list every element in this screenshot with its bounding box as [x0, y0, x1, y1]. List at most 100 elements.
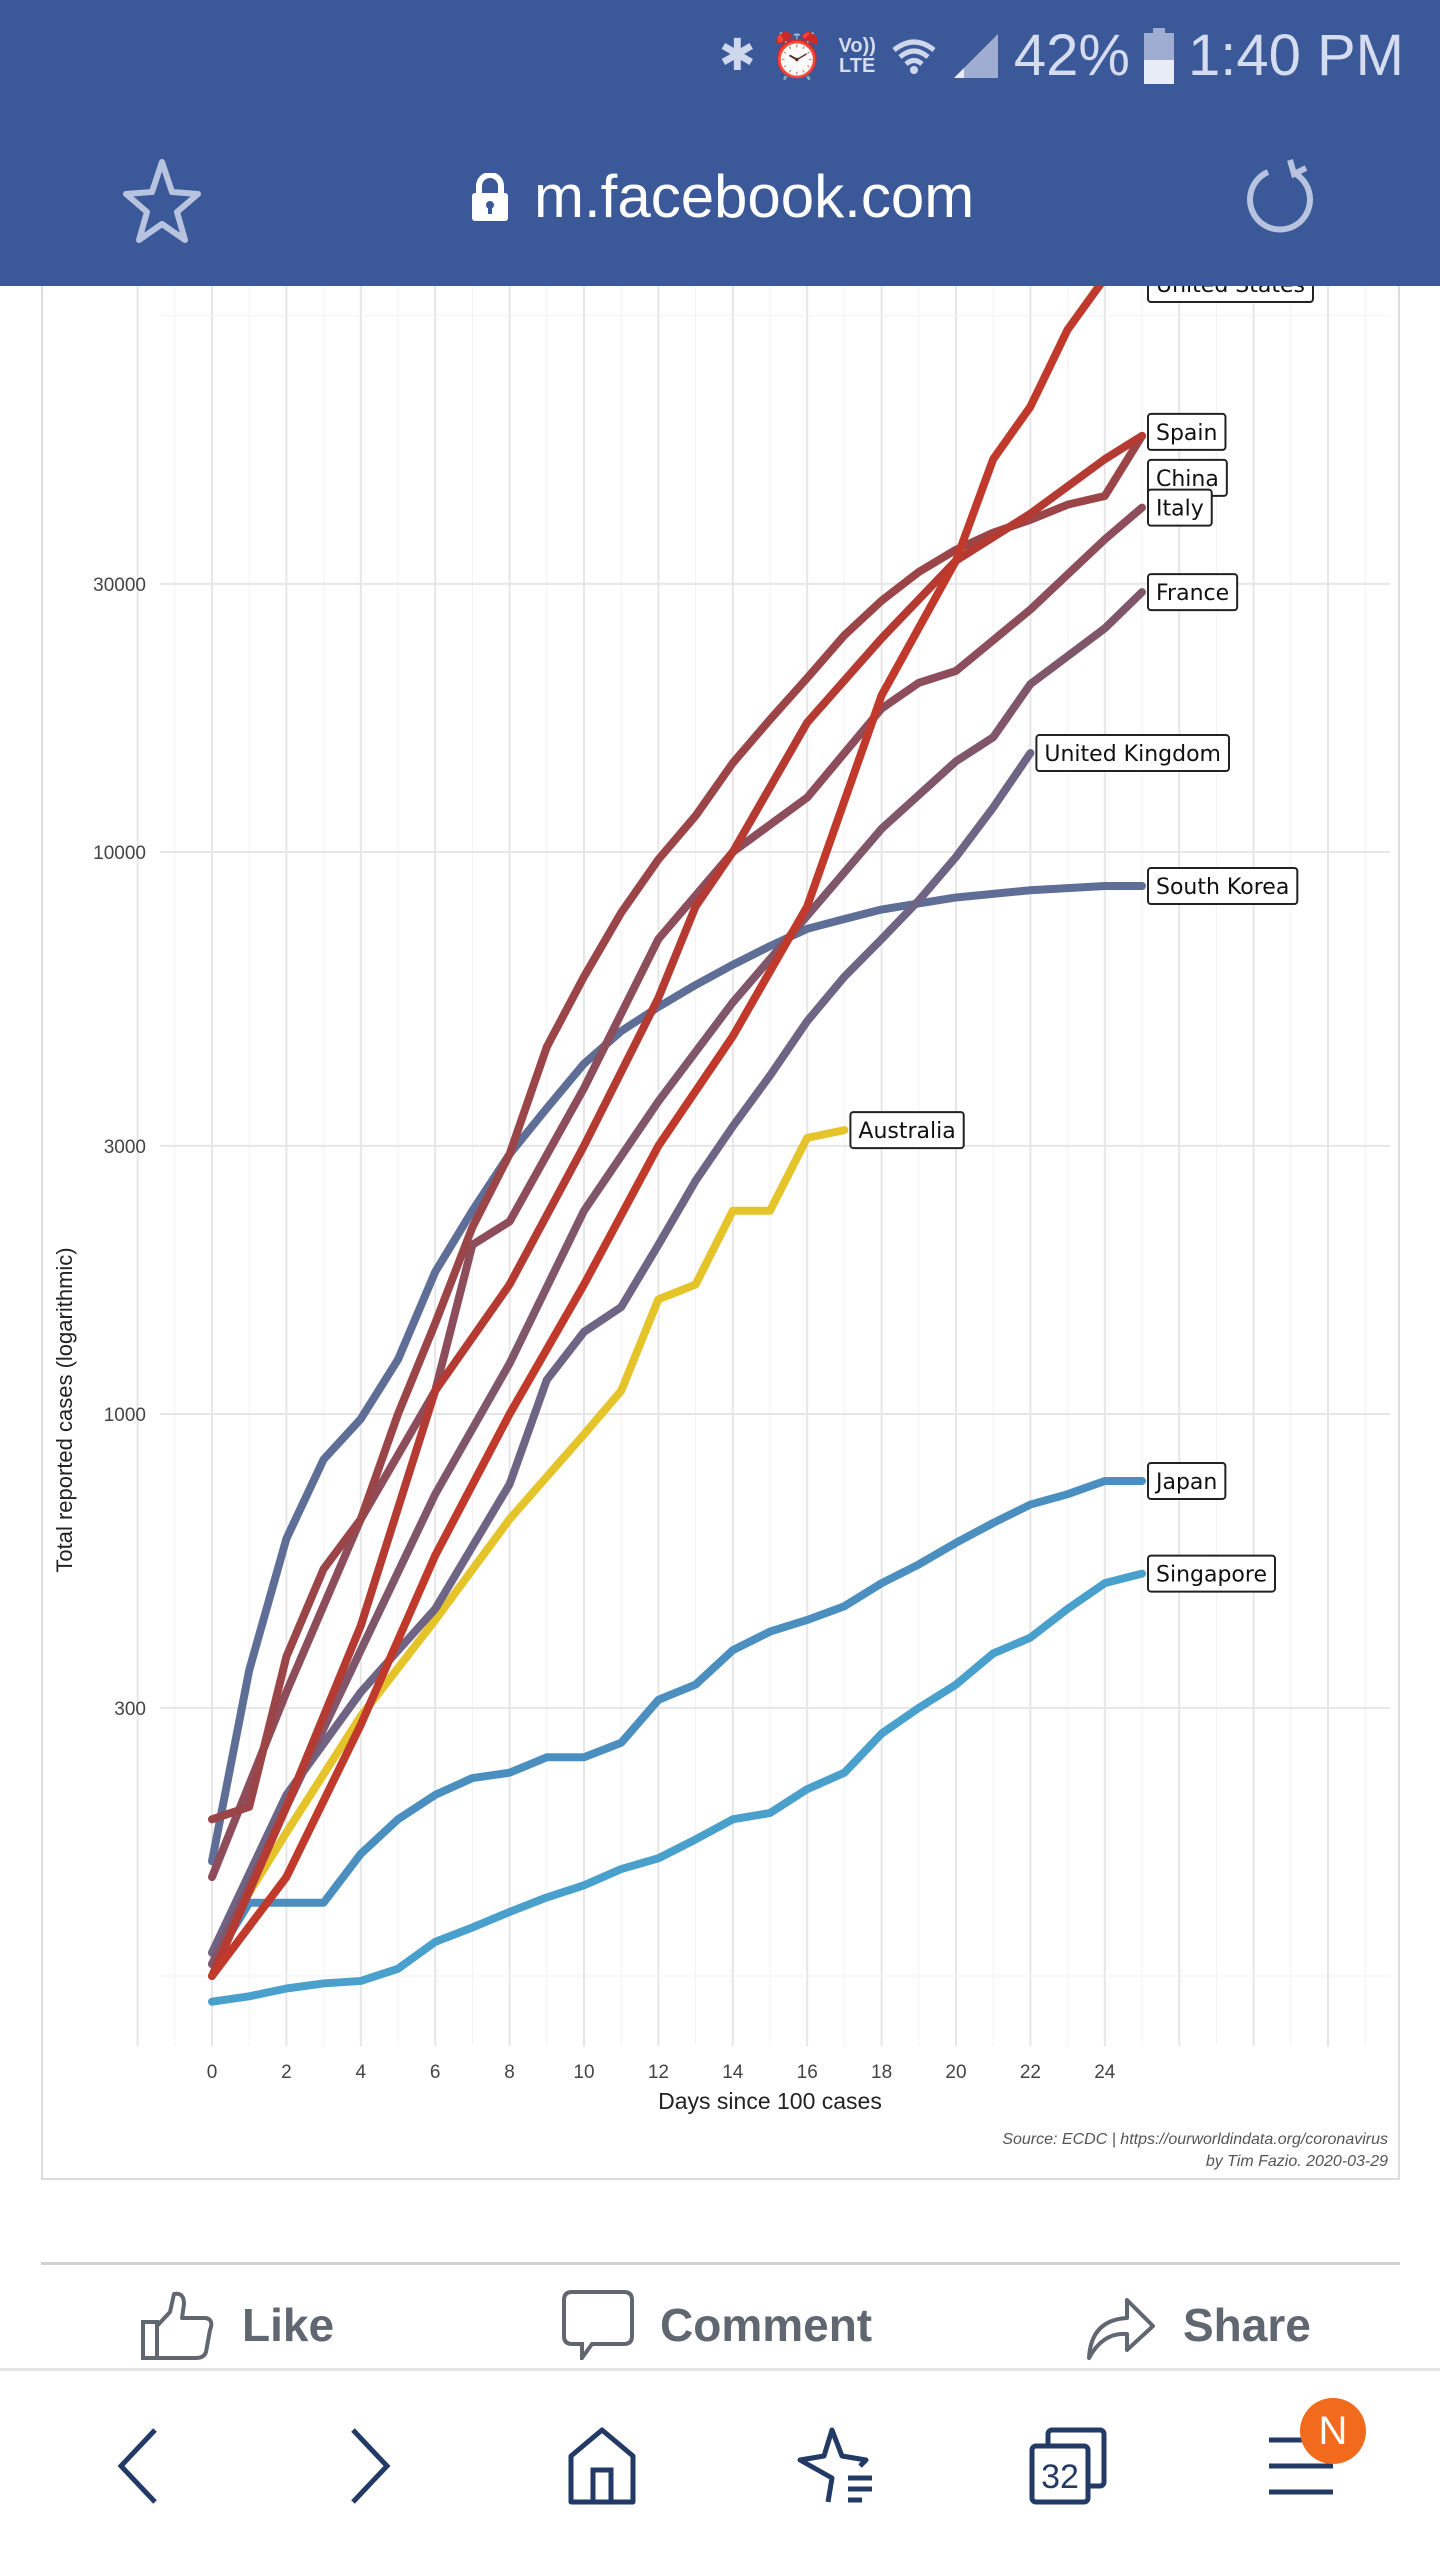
x-tick-label: 10: [573, 2062, 594, 2083]
comment-button[interactable]: Comment: [562, 2290, 872, 2360]
x-tick-label: 14: [722, 2062, 744, 2083]
x-tick-label: 2: [281, 2062, 292, 2083]
home-button[interactable]: [552, 2411, 652, 2521]
tabs-icon: 32: [1029, 2427, 1107, 2505]
url-field[interactable]: m.facebook.com: [470, 162, 974, 231]
series-line-france: [208, 588, 1146, 1969]
clock: 1:40 PM: [1188, 23, 1404, 88]
y-axis-label: Total reported cases (logarithmic): [52, 1247, 77, 1572]
browser-url-bar: m.facebook.com: [0, 122, 1440, 286]
line-chart: United States Spain China Italy France United…: [52, 286, 1390, 2170]
tabs-count: 32: [1041, 2458, 1079, 2496]
series-line-united-kingdom: [208, 749, 1035, 1957]
chevron-left-icon: [117, 2428, 157, 2504]
bookmarks-button[interactable]: [786, 2411, 886, 2521]
x-tick-label: 4: [356, 2062, 367, 2083]
series-line-united-states: [208, 286, 1105, 1980]
back-button[interactable]: [88, 2411, 188, 2521]
star-icon: [123, 159, 201, 243]
x-tick-label: 12: [648, 2062, 669, 2083]
like-label: Like: [242, 2299, 335, 2351]
bookmark-button[interactable]: [122, 156, 202, 246]
y-tick-labels: 300 1000 3000 10000 30000: [93, 575, 146, 1720]
series-label-box: [1147, 1461, 1227, 1500]
tabs-button[interactable]: 32: [1018, 2411, 1118, 2521]
series-label-text: United States: [1156, 286, 1305, 298]
like-button[interactable]: Like: [140, 2290, 334, 2360]
chevron-right-icon: [351, 2428, 391, 2504]
bluetooth-icon: ✱: [718, 31, 756, 80]
share-button[interactable]: Share: [1085, 2290, 1311, 2360]
lock-icon: [472, 172, 508, 221]
source-line-1: Source: ECDC | https://ourworldindata.or…: [1002, 2131, 1388, 2148]
home-icon: [568, 2427, 636, 2505]
y-tick-label: 300: [114, 1699, 146, 1720]
series-label-text: United Kingdom: [1044, 742, 1221, 767]
actions-divider: [41, 2262, 1400, 2265]
series-label-text: Australia: [858, 1119, 955, 1144]
y-tick-label: 1000: [104, 1405, 146, 1426]
series-label-box: [1147, 866, 1299, 905]
comment-icon: [562, 2290, 634, 2360]
x-tick-label: 0: [207, 2062, 218, 2083]
series-label-text: Spain: [1156, 421, 1217, 446]
series-label-text: China: [1156, 467, 1219, 492]
x-tick-label: 18: [871, 2062, 892, 2083]
series-label-box: [1147, 573, 1239, 612]
series-label-box: [1147, 412, 1227, 451]
alarm-icon: ⏰: [769, 31, 825, 81]
series-label-singapore: Singapore: [1147, 1554, 1276, 1593]
series-label-box: [1147, 488, 1213, 527]
series-line-china: [208, 431, 1146, 1824]
series-label-box: [849, 1111, 965, 1150]
lte-label: LTE: [839, 54, 876, 77]
series-label-text: Italy: [1156, 497, 1204, 522]
x-axis-label: Days since 100 cases: [658, 2088, 882, 2114]
comment-label: Comment: [660, 2299, 873, 2351]
wifi-icon: [892, 39, 936, 74]
reload-button[interactable]: [1240, 156, 1320, 246]
x-tick-label: 16: [797, 2062, 818, 2083]
grid-lines: [136, 286, 1390, 2046]
thumbs-up-icon: [141, 2291, 214, 2360]
y-tick-label: 10000: [93, 843, 146, 864]
y-tick-label: 30000: [93, 575, 146, 596]
series-label-text: France: [1156, 581, 1229, 606]
series-label-australia: Australia: [849, 1111, 965, 1150]
x-tick-label: 24: [1094, 2062, 1116, 2083]
series-label-text: Japan: [1154, 1470, 1217, 1495]
series-line-singapore: [208, 1569, 1146, 2006]
series-labels: United States Spain China Italy France United…: [849, 286, 1314, 1593]
series-label-united-states: United States: [1147, 286, 1314, 303]
signal-icon: [953, 33, 998, 78]
volte-label: Vo)): [838, 34, 876, 57]
x-tick-label: 20: [945, 2062, 966, 2083]
x-tick-labels: 0 2 4 6 8 10 12 14 16 18 20 22 24: [207, 2062, 1116, 2083]
series-line-spain: [208, 431, 1146, 1980]
series-label-text: South Korea: [1156, 875, 1289, 900]
series-label-italy: Italy: [1147, 488, 1213, 527]
series-label-japan: Japan: [1147, 1461, 1227, 1500]
series-label-france: France: [1147, 573, 1239, 612]
reload-icon: [1247, 159, 1313, 233]
browser-nav-bar: 32: [0, 2368, 1440, 2560]
battery-icon: [1144, 27, 1174, 84]
series-lines: [208, 286, 1146, 2006]
forward-button[interactable]: [320, 2411, 420, 2521]
series-label-box: [1147, 286, 1314, 303]
share-label: Share: [1183, 2299, 1311, 2351]
series-label-box: [1147, 1554, 1276, 1593]
series-label-spain: Spain: [1147, 412, 1227, 451]
url-text: m.facebook.com: [534, 163, 975, 230]
x-tick-label: 22: [1020, 2062, 1041, 2083]
y-tick-label: 3000: [104, 1137, 146, 1158]
bookmarks-star-icon: [797, 2427, 872, 2503]
x-tick-label: 6: [430, 2062, 441, 2083]
series-label-text: Singapore: [1156, 1563, 1267, 1588]
notification-badge[interactable]: N: [1300, 2398, 1366, 2464]
series-line-italy: [208, 503, 1146, 1882]
battery-percent: 42%: [1013, 23, 1130, 88]
share-icon: [1087, 2298, 1155, 2360]
series-line-south-korea: [208, 881, 1146, 1866]
source-line-2: by Tim Fazio. 2020-03-29: [1206, 2153, 1388, 2170]
